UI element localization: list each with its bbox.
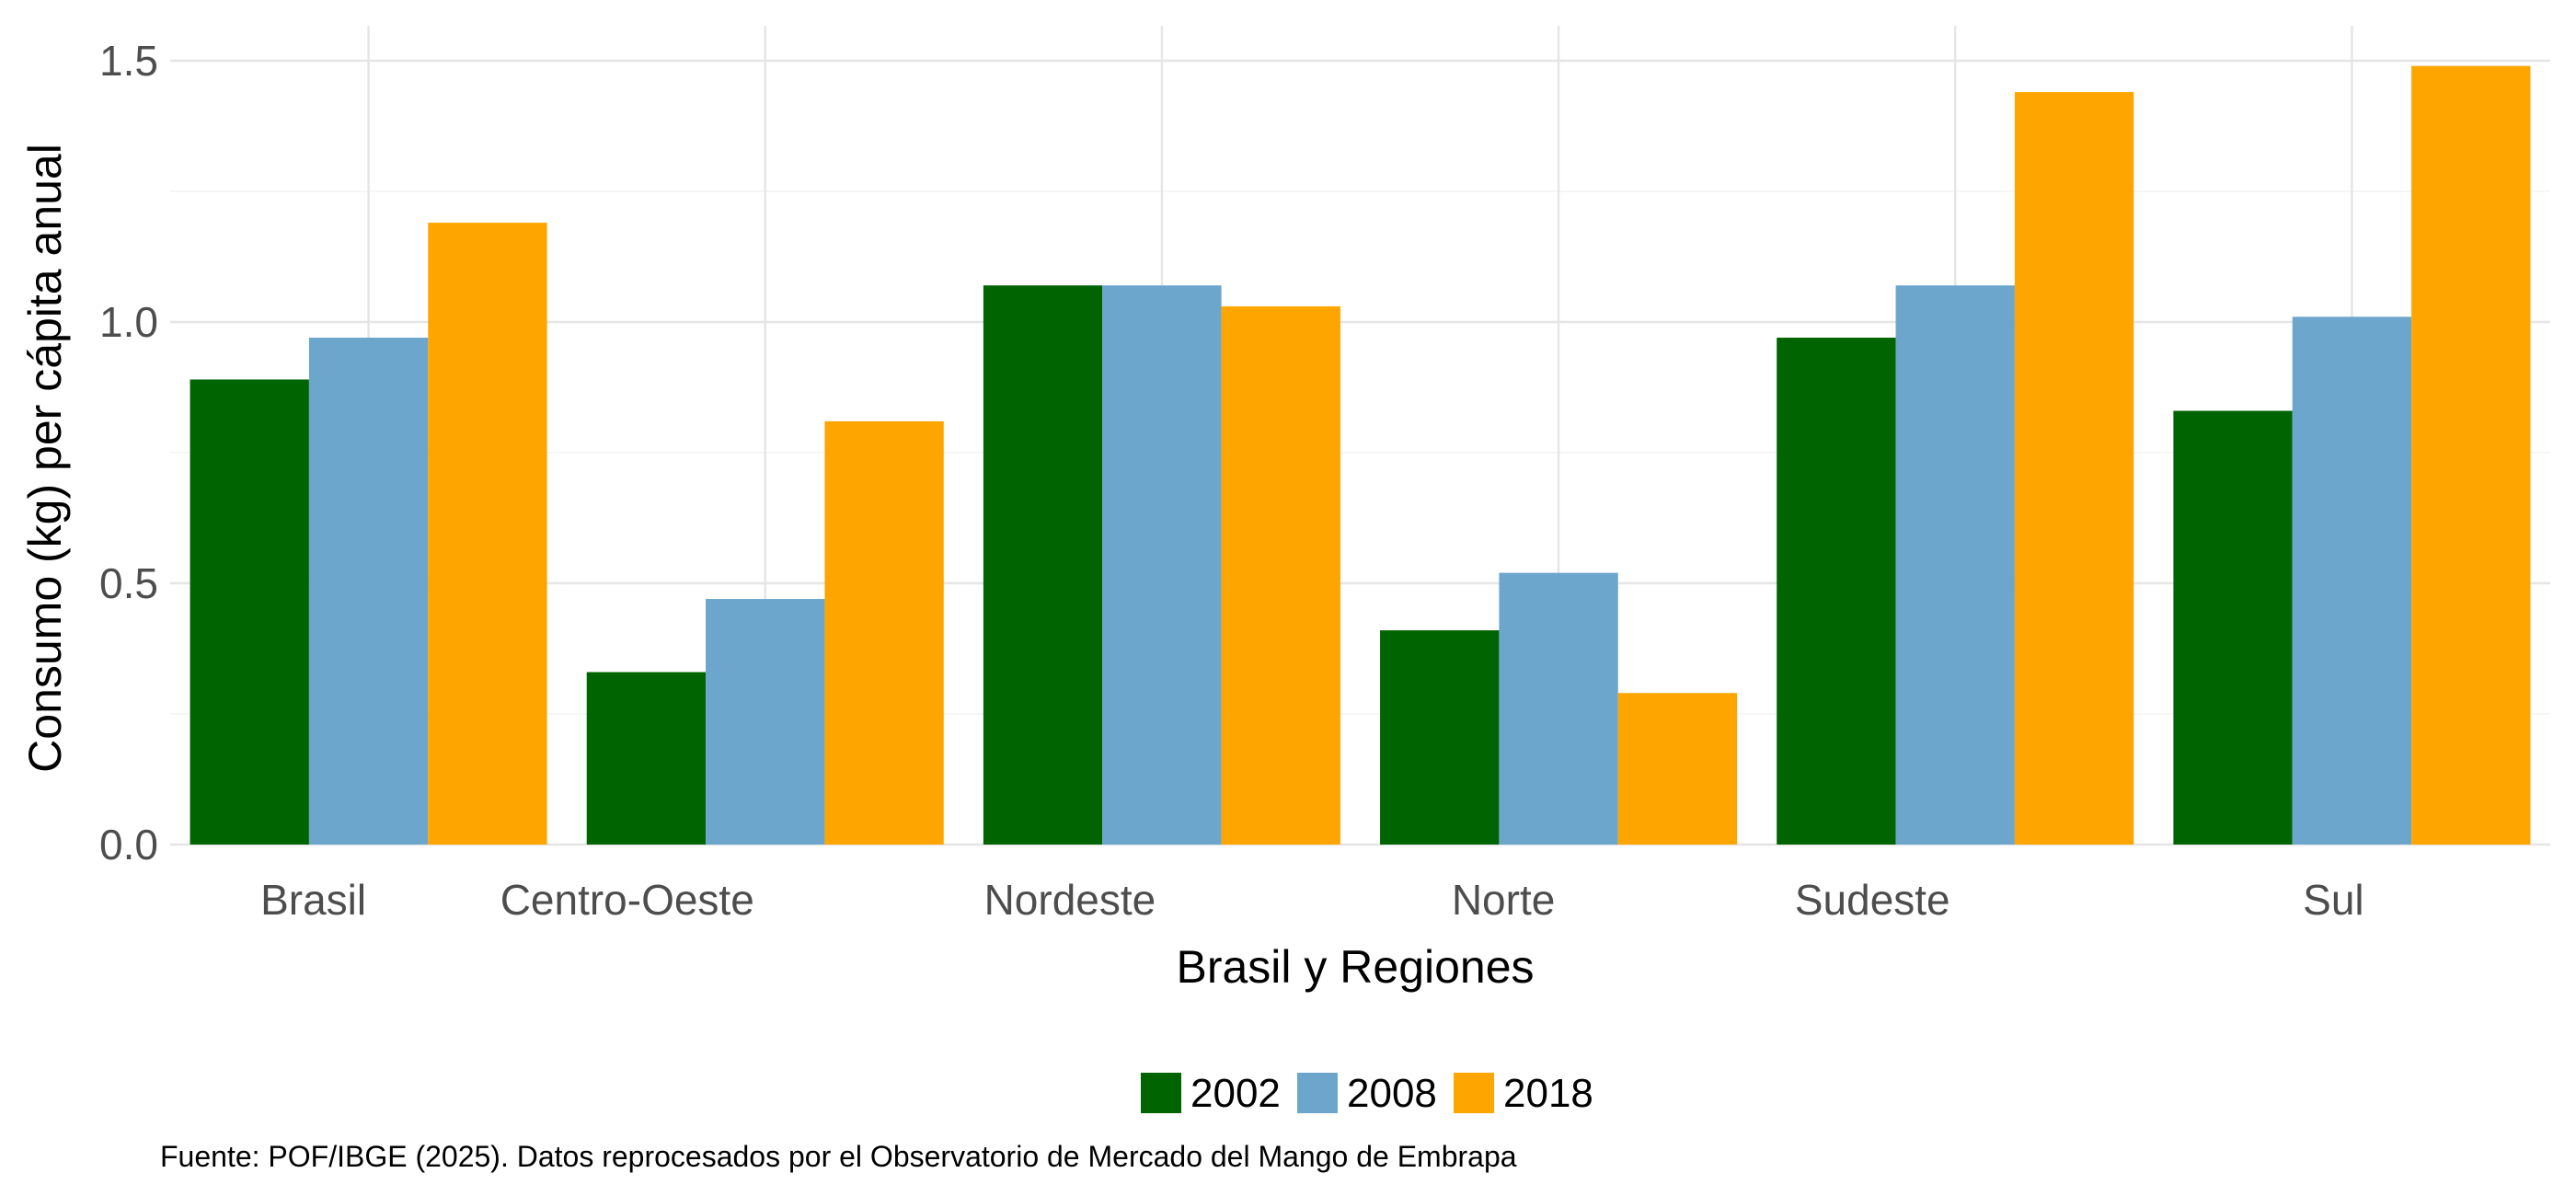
bar-sudeste-2002 [1777, 338, 1896, 845]
bar-sul-2018 [2411, 65, 2531, 845]
bar-centro-oeste-2008 [706, 599, 825, 845]
legend: 2002 2008 2018 [1141, 1071, 1593, 1116]
bar-centro-oeste-2002 [586, 672, 707, 845]
legend-swatch-2008 [1297, 1073, 1338, 1113]
bar-nordeste-2002 [983, 285, 1103, 845]
x-tick-label: Nordeste [984, 876, 1156, 924]
x-axis-ticks: Brasil Centro-Oeste Nordeste Norte Sudeste Su… [260, 876, 2364, 924]
legend-label-2002: 2002 [1190, 1071, 1281, 1116]
bar-brasil-2008 [308, 338, 429, 845]
bar-sul-2008 [2292, 316, 2412, 845]
bar-nordeste-2008 [1102, 285, 1222, 845]
x-tick-label: Norte [1452, 876, 1555, 924]
y-tick-label: 0.0 [99, 821, 158, 868]
bar-sul-2002 [2173, 410, 2293, 845]
x-axis-title: Brasil y Regiones [1176, 941, 1534, 993]
x-tick-label: Brasil [260, 876, 366, 924]
legend-label-2008: 2008 [1347, 1071, 1437, 1116]
x-tick-label: Sudeste [1795, 876, 1950, 924]
y-axis-title: Consumo (kg) per cápita anual [19, 144, 71, 773]
y-tick-label: 0.5 [99, 559, 158, 607]
bar-sudeste-2018 [2014, 92, 2134, 845]
y-axis-ticks: 0.0 0.5 1.0 1.5 [99, 37, 158, 868]
legend-swatch-2018 [1454, 1073, 1494, 1113]
bar-brasil-2018 [428, 223, 547, 845]
x-tick-label: Sul [2303, 876, 2363, 924]
bar-sudeste-2008 [1895, 285, 2015, 845]
x-tick-label: Centro-Oeste [500, 876, 754, 924]
bar-brasil-2002 [190, 379, 309, 845]
legend-swatch-2002 [1141, 1073, 1181, 1113]
source-caption: Fuente: POF/IBGE (2025). Datos reprocesa… [160, 1140, 1517, 1173]
bars [190, 65, 2531, 845]
bar-nordeste-2018 [1221, 305, 1340, 845]
y-tick-label: 1.5 [99, 37, 158, 85]
bar-centro-oeste-2018 [824, 420, 944, 845]
bar-norte-2018 [1617, 693, 1738, 845]
y-tick-label: 1.0 [99, 298, 158, 346]
bar-norte-2002 [1380, 630, 1500, 845]
legend-label-2018: 2018 [1503, 1071, 1593, 1116]
bar-norte-2008 [1499, 572, 1618, 845]
